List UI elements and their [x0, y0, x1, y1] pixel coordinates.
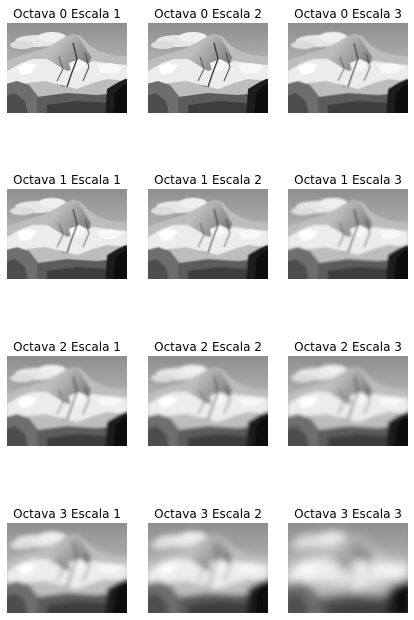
panel-title: Octava 0 Escala 3 [294, 7, 402, 21]
mountain-image [148, 523, 268, 613]
panel-title: Octava 3 Escala 3 [294, 507, 402, 521]
panel-title: Octava 2 Escala 1 [13, 340, 121, 354]
panel-title: Octava 2 Escala 3 [294, 340, 402, 354]
panel-image [7, 356, 127, 446]
mountain-image [288, 23, 408, 113]
panel-image [148, 523, 268, 613]
mountain-image [288, 189, 408, 279]
panel-image [288, 523, 408, 613]
panel-title: Octava 0 Escala 2 [154, 7, 262, 21]
panel-image [148, 356, 268, 446]
panel-title: Octava 3 Escala 2 [154, 507, 262, 521]
panel-image [7, 523, 127, 613]
panel-title: Octava 1 Escala 1 [13, 173, 121, 187]
panel-image [148, 189, 268, 279]
mountain-image [148, 356, 268, 446]
panel-image [288, 356, 408, 446]
mountain-image [7, 23, 127, 113]
mountain-image [148, 189, 268, 279]
mountain-image [288, 523, 408, 613]
panel-title: Octava 0 Escala 1 [13, 7, 121, 21]
panel-image [148, 23, 268, 113]
panel-image [288, 189, 408, 279]
mountain-image [7, 356, 127, 446]
panel-image [288, 23, 408, 113]
panel-image [7, 189, 127, 279]
mountain-image [148, 23, 268, 113]
mountain-image [288, 356, 408, 446]
mountain-image [7, 189, 127, 279]
panel-title: Octava 3 Escala 1 [13, 507, 121, 521]
panel-title: Octava 1 Escala 2 [154, 173, 262, 187]
panel-image [7, 23, 127, 113]
mountain-image [7, 523, 127, 613]
panel-title: Octava 2 Escala 2 [154, 340, 262, 354]
panel-title: Octava 1 Escala 3 [294, 173, 402, 187]
